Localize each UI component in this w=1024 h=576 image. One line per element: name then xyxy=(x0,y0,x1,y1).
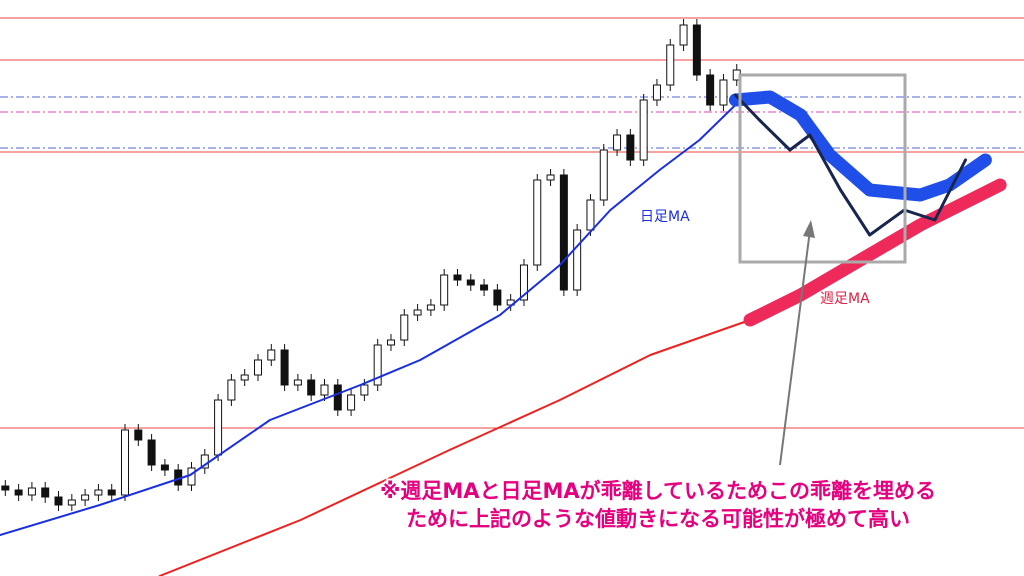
candle-body xyxy=(41,487,50,498)
candle-body xyxy=(293,379,302,386)
candle-body xyxy=(400,314,409,341)
series-label: 日足MA xyxy=(640,209,690,225)
candle-body xyxy=(147,439,156,466)
candle-body xyxy=(333,384,342,411)
candle-body xyxy=(626,134,635,161)
candle-body xyxy=(573,229,582,291)
annotation: ために上記のような値動きになる可能性が極めて高い xyxy=(406,507,910,531)
candle-body xyxy=(160,464,169,471)
candle-body xyxy=(27,487,36,496)
candle-body xyxy=(214,399,223,456)
candle-body xyxy=(373,344,382,386)
series-line xyxy=(733,93,967,237)
candle-body xyxy=(453,274,462,281)
candle-body xyxy=(493,289,502,306)
candle-body xyxy=(519,264,528,301)
candle-body xyxy=(466,279,475,286)
candle-body xyxy=(81,494,90,501)
candle-body xyxy=(546,174,555,181)
candle-body xyxy=(666,44,675,86)
candle-body xyxy=(413,309,422,316)
candle-body xyxy=(253,359,262,376)
series-line xyxy=(0,104,737,536)
candle-body xyxy=(347,394,356,411)
candle-body xyxy=(307,379,316,396)
candle-body xyxy=(121,429,130,496)
candle-body xyxy=(440,274,449,306)
arrow xyxy=(779,229,811,466)
candle-body xyxy=(692,24,701,76)
candle-body xyxy=(533,179,542,266)
candle-body xyxy=(480,284,489,291)
candle-body xyxy=(599,149,608,201)
candle-body xyxy=(227,379,236,401)
candle-body xyxy=(586,199,595,231)
series-label: 週足MA xyxy=(820,291,870,307)
candle-body xyxy=(187,467,196,486)
candle-body xyxy=(613,134,622,151)
candle-body xyxy=(240,374,249,381)
candle-body xyxy=(679,24,688,46)
candle-body xyxy=(706,74,715,106)
annotation: ※週足MAと日足MAが乖離しているためこの乖離を埋める xyxy=(380,479,936,503)
candle-body xyxy=(134,429,143,441)
candle-body xyxy=(320,384,329,396)
candle-body xyxy=(719,79,728,106)
candle-body xyxy=(1,485,10,491)
candle-body xyxy=(94,489,103,496)
arrow-head xyxy=(803,220,815,238)
candle-body xyxy=(652,84,661,101)
candle-body xyxy=(67,499,76,506)
candle-body xyxy=(639,99,648,161)
candle-body xyxy=(280,349,289,386)
candle-body xyxy=(107,489,116,496)
series-line xyxy=(743,178,1007,327)
series-line xyxy=(728,90,992,202)
candle-body xyxy=(386,339,395,346)
series-line xyxy=(158,319,751,576)
highlight-box xyxy=(738,73,907,264)
candle-body xyxy=(267,349,276,361)
candle-body xyxy=(559,174,568,291)
plot xyxy=(0,17,1024,576)
candle-body xyxy=(426,304,435,311)
candle-body xyxy=(360,384,369,396)
candle-body xyxy=(14,489,23,496)
candle-body xyxy=(54,496,63,506)
